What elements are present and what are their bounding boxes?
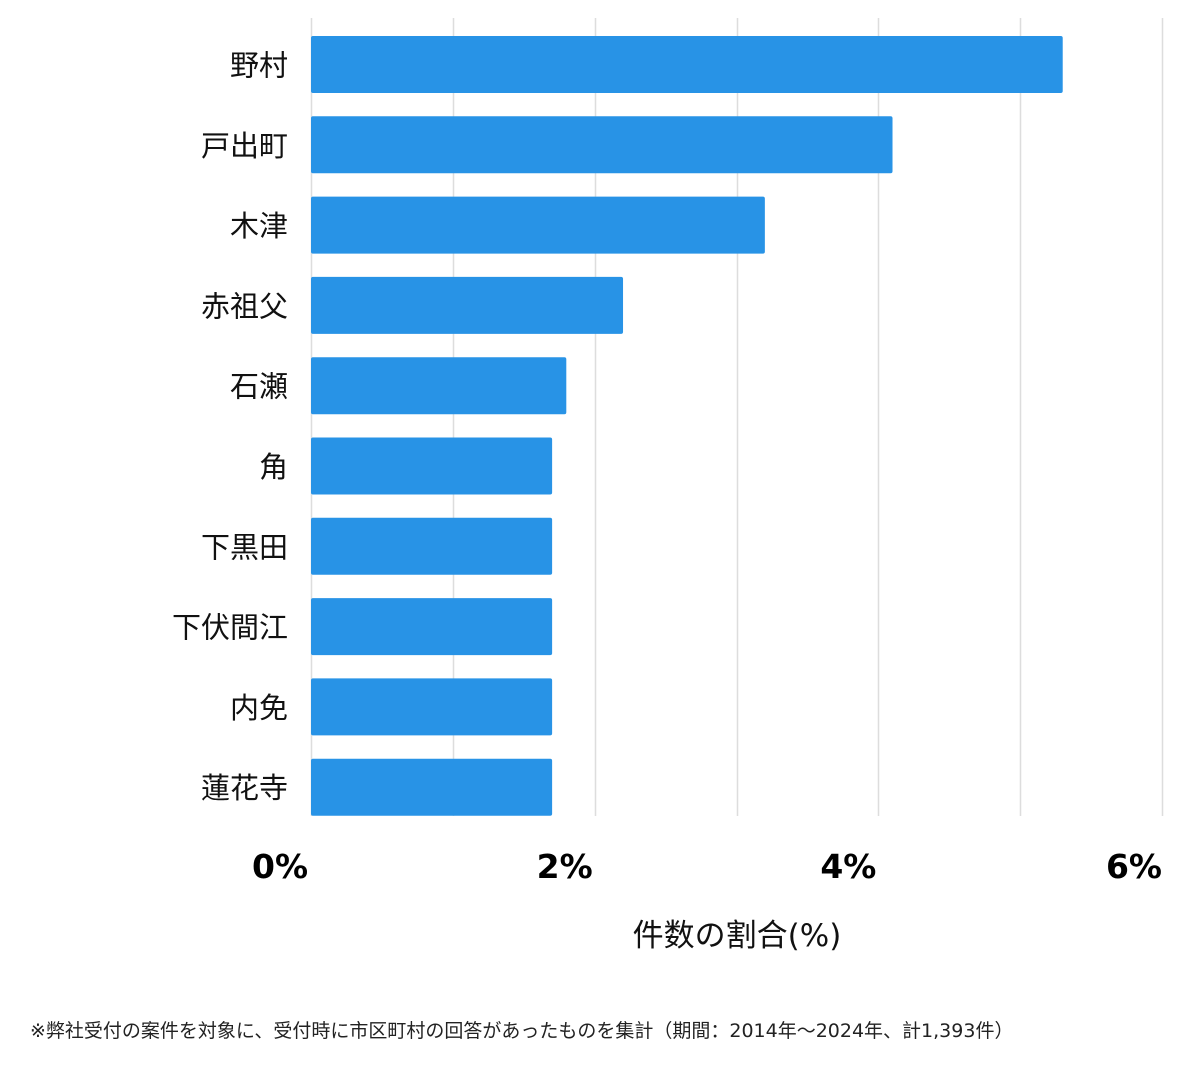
x-tick-label: 2%	[537, 847, 593, 886]
chart-area: 野村戸出町木津赤祖父石瀬角下黒田下伏間江内免蓮花寺 0% 2% 4% 6% 件数の割合(%…	[172, 18, 1164, 954]
footnote: ※弊社受付の案件を対象に、受付時に市区町村の回答があったものを集計（期間：201…	[30, 1020, 1014, 1042]
category-label: 石瀬	[230, 370, 288, 404]
category-label: 下黒田	[201, 530, 288, 564]
bar	[311, 36, 1063, 93]
bar	[311, 678, 553, 736]
bar	[311, 357, 567, 415]
category-label: 赤祖父	[201, 289, 288, 323]
category-label: 内免	[230, 691, 288, 725]
bar	[311, 517, 553, 575]
x-tick-label: 4%	[820, 847, 876, 886]
bar	[311, 116, 893, 174]
x-axis-title: 件数の割合(%)	[633, 918, 842, 954]
bar	[311, 758, 553, 816]
category-label: 蓮花寺	[201, 771, 288, 805]
category-label: 角	[259, 450, 288, 484]
bar	[311, 437, 553, 495]
bar	[311, 598, 553, 656]
bar	[311, 276, 624, 334]
category-label: 木津	[230, 209, 288, 243]
category-label: 野村	[230, 49, 288, 83]
category-label: 下伏間江	[172, 611, 288, 645]
bar	[311, 196, 765, 254]
category-label: 戸出町	[201, 129, 288, 163]
x-tick-label: 6%	[1106, 847, 1162, 886]
x-tick-label: 0%	[252, 847, 308, 886]
